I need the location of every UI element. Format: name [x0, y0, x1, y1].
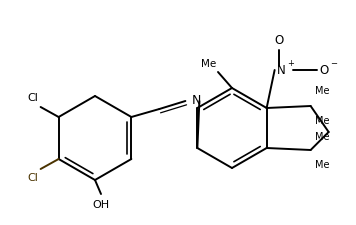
Text: Me: Me: [315, 132, 329, 142]
Text: O: O: [274, 34, 283, 47]
Text: Me: Me: [201, 59, 216, 69]
Text: Me: Me: [315, 160, 329, 170]
Text: Me: Me: [315, 86, 329, 96]
Text: N: N: [277, 63, 286, 76]
Text: Me: Me: [315, 116, 329, 126]
Text: Cl: Cl: [28, 93, 39, 103]
Text: OH: OH: [93, 200, 110, 210]
Text: N: N: [192, 94, 201, 108]
Text: +: +: [288, 59, 294, 68]
Text: −: −: [330, 59, 337, 68]
Text: O: O: [320, 63, 329, 76]
Text: Cl: Cl: [28, 173, 39, 183]
